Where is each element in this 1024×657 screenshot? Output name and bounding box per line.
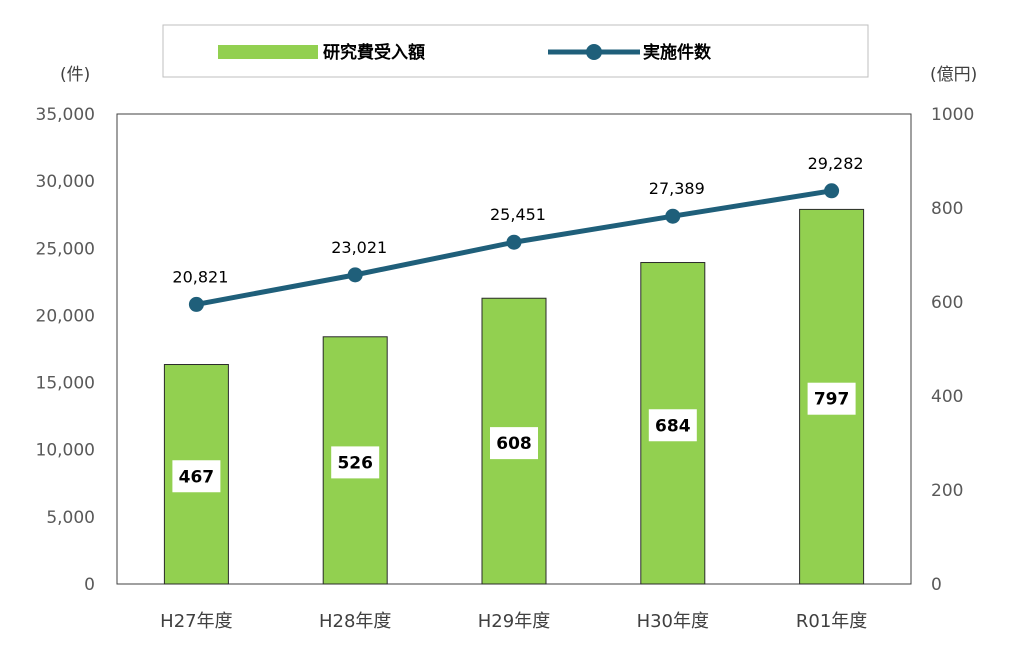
line-value-label: 25,451 xyxy=(490,205,546,224)
bar-series: 467 526 608 684 797 xyxy=(163,208,865,585)
right-tick-label: 600 xyxy=(931,293,963,313)
line-value-label: 20,821 xyxy=(172,267,228,286)
right-tick-label: 0 xyxy=(931,575,942,595)
right-axis-unit: (億円) xyxy=(930,65,977,85)
category-label: R01年度 xyxy=(796,611,867,632)
right-tick-label: 200 xyxy=(931,481,963,501)
line-point xyxy=(188,296,204,312)
line-point xyxy=(665,208,681,224)
left-tick-label: 10,000 xyxy=(36,441,95,461)
bar-value-label: 467 xyxy=(179,467,215,487)
line-point xyxy=(347,267,363,283)
bar-label-box xyxy=(490,427,538,460)
bar-value-label: 684 xyxy=(655,416,691,436)
bar-label-box xyxy=(331,446,380,479)
left-axis-unit: (件) xyxy=(60,65,90,85)
right-tick-label: 800 xyxy=(931,199,963,219)
left-tick-label: 25,000 xyxy=(36,239,95,259)
left-axis-ticks: 0 5,000 10,000 15,000 20,000 25,000 30,000 35,0… xyxy=(36,105,95,595)
legend-bar-swatch xyxy=(218,45,318,59)
bar-label-box xyxy=(648,409,697,442)
category-label: H29年度 xyxy=(478,611,550,632)
legend-line-label: 実施件数 xyxy=(643,42,712,63)
line-value-label: 23,021 xyxy=(331,238,387,257)
left-tick-label: 15,000 xyxy=(36,374,95,394)
bar-value-label: 526 xyxy=(337,453,373,473)
bar-label-box xyxy=(172,460,221,493)
right-tick-label: 1000 xyxy=(931,105,974,125)
bar-value-label: 797 xyxy=(814,390,850,410)
line-value-label: 29,282 xyxy=(808,154,864,173)
bar-label-box xyxy=(807,382,856,415)
category-label: H30年度 xyxy=(637,611,709,632)
right-tick-label: 400 xyxy=(931,387,963,407)
line-point xyxy=(824,183,840,199)
category-label: H28年度 xyxy=(319,611,391,632)
legend: 研究費受入額 実施件数 xyxy=(162,24,869,78)
category-label: H27年度 xyxy=(160,611,232,632)
line-point xyxy=(506,234,522,250)
left-tick-label: 20,000 xyxy=(36,306,95,326)
category-labels: H27年度 H28年度 H29年度 H30年度 R01年度 xyxy=(160,611,867,632)
legend-line-marker xyxy=(586,44,602,60)
line-value-label: 27,389 xyxy=(649,179,705,198)
bar-value-label: 608 xyxy=(496,434,532,454)
legend-bar-label: 研究費受入額 xyxy=(323,42,425,63)
line-points: 20,821 23,021 25,451 27,389 29,282 xyxy=(172,154,864,312)
left-tick-label: 35,000 xyxy=(36,105,95,125)
left-tick-label: 5,000 xyxy=(46,508,95,528)
left-tick-label: 0 xyxy=(84,575,95,595)
right-axis-ticks: 0 200 400 600 800 1000 xyxy=(931,105,974,595)
left-tick-label: 30,000 xyxy=(36,172,95,192)
